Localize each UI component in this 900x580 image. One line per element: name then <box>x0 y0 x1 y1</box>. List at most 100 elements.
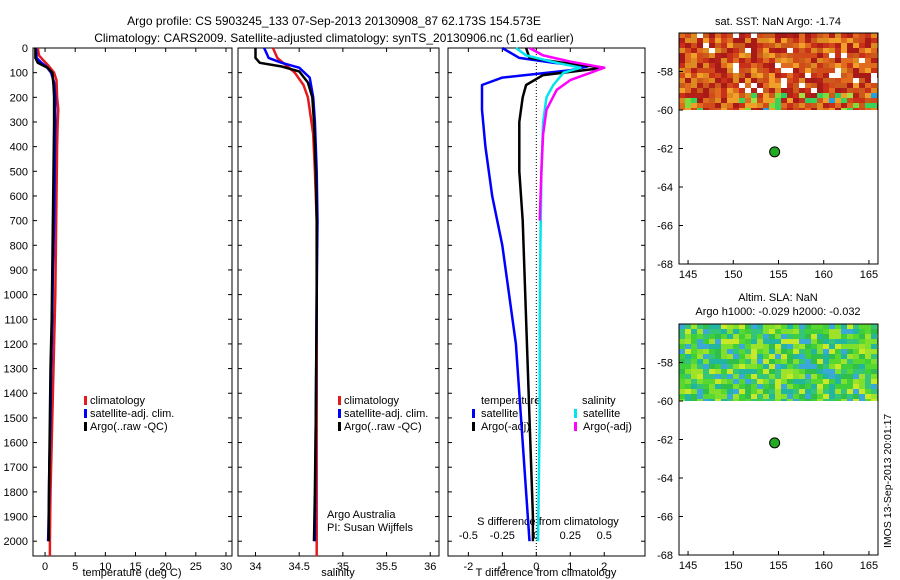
heatmap-cell <box>835 344 841 349</box>
heatmap-cell <box>805 48 811 53</box>
heatmap-cell <box>793 399 799 401</box>
heatmap-cell <box>697 379 703 384</box>
heatmap-cell <box>823 58 829 63</box>
salinity-panel: salinity climatology satellite-adj. clim… <box>237 47 440 579</box>
heatmap-cell <box>727 364 733 369</box>
heatmap-cell <box>727 369 733 374</box>
heatmap-cell <box>709 334 715 339</box>
heatmap-cell <box>763 374 769 379</box>
heatmap-cell <box>781 344 787 349</box>
heatmap-cell <box>793 83 799 88</box>
heatmap-cell <box>763 389 769 394</box>
heatmap-cell <box>853 349 859 354</box>
heatmap-cell <box>697 354 703 359</box>
heatmap-cell <box>853 103 859 108</box>
heatmap-cell <box>727 324 733 329</box>
heatmap-cell <box>703 53 709 58</box>
heatmap-cell <box>817 379 823 384</box>
heatmap-cell <box>799 83 805 88</box>
heatmap-cell <box>715 88 721 93</box>
heatmap-cell <box>775 369 781 374</box>
heatmap-cell <box>757 379 763 384</box>
heatmap-cell <box>739 98 745 103</box>
heatmap-cell <box>823 48 829 53</box>
heatmap-cell <box>865 48 871 53</box>
heatmap-cell <box>787 329 793 334</box>
legend-label-argo: Argo(..raw -QC) <box>90 421 168 433</box>
heatmap-cell <box>703 334 709 339</box>
heatmap-cell <box>721 98 727 103</box>
heatmap-cell <box>841 108 847 110</box>
heatmap-cell <box>847 359 853 364</box>
heatmap-cell <box>817 93 823 98</box>
heatmap-cell <box>775 334 781 339</box>
heatmap-cell <box>829 73 835 78</box>
heatmap-cell <box>733 83 739 88</box>
heatmap-cell <box>859 43 865 48</box>
heatmap-cell <box>787 324 793 329</box>
heatmap-cell <box>697 43 703 48</box>
heatmap-cell <box>799 354 805 359</box>
temperature-series-red <box>36 47 60 556</box>
heatmap-cell <box>799 349 805 354</box>
heatmap-cell <box>739 329 745 334</box>
heatmap-cell <box>739 68 745 73</box>
heatmap-cell <box>805 344 811 349</box>
heatmap-cell <box>811 38 817 43</box>
heatmap-cell <box>835 369 841 374</box>
heatmap-cell <box>865 339 871 344</box>
heatmap-cell <box>805 93 811 98</box>
heatmap-cell <box>721 379 727 384</box>
heatmap-cell <box>697 98 703 103</box>
heatmap-cell <box>811 53 817 58</box>
heatmap-cell <box>733 359 739 364</box>
heatmap-cell <box>763 63 769 68</box>
heatmap-cell <box>751 93 757 98</box>
heatmap-cell <box>853 344 859 349</box>
heatmap-cell <box>685 58 691 63</box>
heatmap-cell <box>787 38 793 43</box>
heatmap-cell <box>847 369 853 374</box>
legend-label-climatology: climatology <box>90 395 146 407</box>
heatmap-cell <box>799 53 805 58</box>
heatmap-cell <box>769 389 775 394</box>
heatmap-cell <box>871 364 877 369</box>
heatmap-cell <box>829 389 835 394</box>
heatmap-cell <box>721 329 727 334</box>
heatmap-cell <box>763 68 769 73</box>
heatmap-cell <box>865 389 871 394</box>
heatmap-cell <box>691 324 697 329</box>
map-xtick-label: 165 <box>860 269 878 281</box>
heatmap-cell <box>835 354 841 359</box>
difference-axes-frame <box>447 47 646 557</box>
heatmap-cell <box>757 98 763 103</box>
heatmap-cell <box>853 324 859 329</box>
heatmap-cell <box>709 379 715 384</box>
heatmap-cell <box>823 88 829 93</box>
heatmap-cell <box>799 43 805 48</box>
heatmap-cell <box>709 329 715 334</box>
heatmap-cell <box>721 33 727 38</box>
heatmap-cell <box>781 108 787 110</box>
heatmap-cell <box>745 103 751 108</box>
heatmap-cell <box>787 88 793 93</box>
heatmap-cell <box>805 103 811 108</box>
heatmap-cell <box>721 359 727 364</box>
sla-map-subtitle: Argo h1000: -0.029 h2000: -0.032 <box>695 306 860 318</box>
heatmap-cell <box>859 73 865 78</box>
heatmap-cell <box>799 394 805 399</box>
heatmap-cell <box>781 374 787 379</box>
heatmap-cell <box>823 38 829 43</box>
heatmap-cell <box>715 329 721 334</box>
heatmap-cell <box>721 389 727 394</box>
heatmap-cell <box>841 374 847 379</box>
heatmap-cell <box>763 43 769 48</box>
heatmap-cell <box>769 88 775 93</box>
heatmap-cell <box>859 93 865 98</box>
heatmap-cell <box>745 339 751 344</box>
heatmap-cell <box>781 399 787 401</box>
heatmap-cell <box>793 53 799 58</box>
heatmap-cell <box>769 43 775 48</box>
heatmap-cell <box>721 339 727 344</box>
heatmap-cell <box>769 394 775 399</box>
